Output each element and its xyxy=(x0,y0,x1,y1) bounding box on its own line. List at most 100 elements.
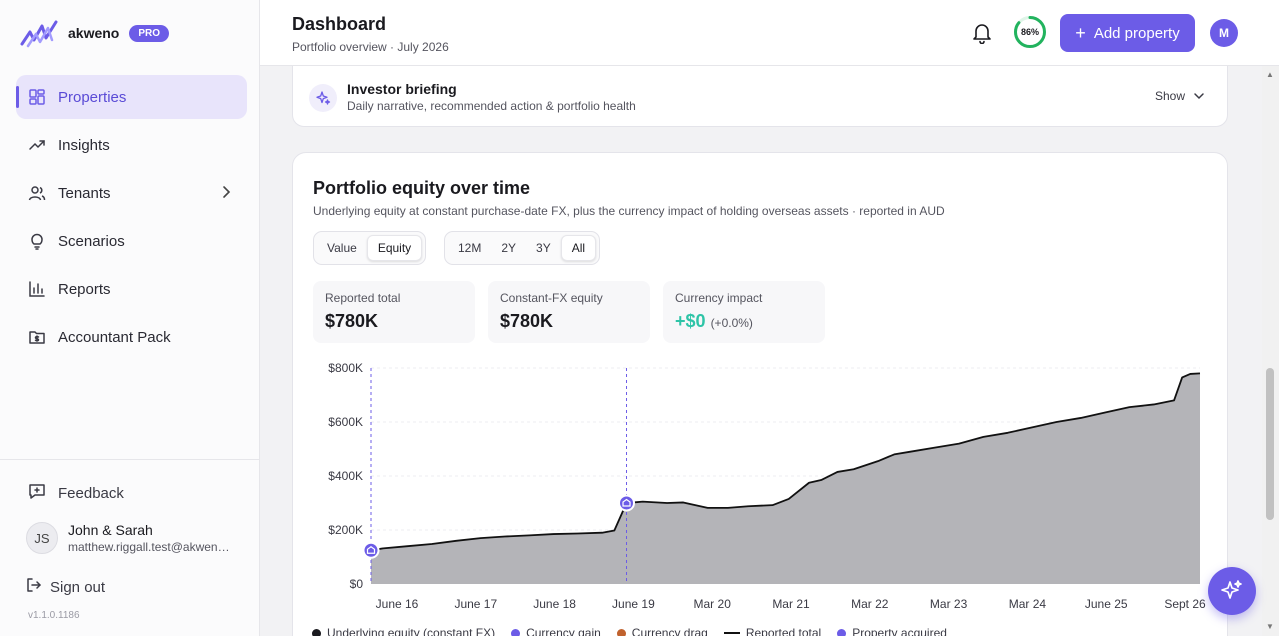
currency-impact-value: +$0 xyxy=(675,311,706,331)
legend-item[interactable]: Reported total xyxy=(723,626,822,636)
portfolio-health-score[interactable]: 86% xyxy=(1013,15,1047,49)
briefing-title: Investor briefing xyxy=(347,81,457,97)
x-tick-label: Mar 24 xyxy=(1009,597,1047,611)
score-value: 86% xyxy=(1020,27,1039,37)
chart-title: Portfolio equity over time xyxy=(313,178,531,198)
legend-item[interactable]: Currency drag xyxy=(616,626,708,636)
x-tick-label: Mar 21 xyxy=(772,597,810,611)
add-property-label: Add property xyxy=(1093,24,1180,42)
main-scrollbar[interactable]: ▲ ▼ xyxy=(1262,66,1279,636)
legend-dot xyxy=(511,628,521,636)
stat-value: +$0 (+0.0%) xyxy=(675,311,813,332)
show-label: Show xyxy=(1154,89,1185,103)
add-property-button[interactable]: + Add property xyxy=(1060,14,1195,52)
user-avatar[interactable]: M xyxy=(1210,19,1238,47)
legend-label: Currency gain xyxy=(526,626,601,636)
home-icon xyxy=(622,498,631,507)
x-tick-label: June 16 xyxy=(376,597,419,611)
range-2y[interactable]: 2Y xyxy=(501,241,517,255)
legend-item[interactable]: Currency gain xyxy=(511,626,601,636)
briefing-show-toggle[interactable]: Show xyxy=(1155,89,1205,103)
stat-value: $780K xyxy=(325,311,379,331)
legend-label: Currency drag xyxy=(631,626,708,636)
chart-legend: Underlying equity (constant FX) Currency… xyxy=(312,626,963,636)
x-tick-label: Mar 23 xyxy=(930,597,968,611)
scroll-up-arrow-icon[interactable]: ▲ xyxy=(1266,70,1274,79)
sidebar-item-accountant-pack[interactable]: Accountant Pack xyxy=(16,315,247,359)
y-tick-label: $600K xyxy=(328,415,363,429)
avatar: JS xyxy=(26,522,58,554)
bar-chart-icon xyxy=(28,280,46,298)
scroll-thumb[interactable] xyxy=(1266,368,1274,520)
bell-icon[interactable] xyxy=(972,22,992,49)
sidebar-item-reports[interactable]: Reports xyxy=(16,267,247,311)
x-tick-label: June 19 xyxy=(612,597,655,611)
legend-item[interactable]: Property acquired xyxy=(837,626,947,636)
x-tick-label: Mar 20 xyxy=(694,597,732,611)
legend-dot xyxy=(837,628,847,636)
brand-name: akweno xyxy=(68,25,120,41)
legend-dot xyxy=(312,628,321,636)
legend-label: Property acquired xyxy=(852,626,947,636)
brand-logo-icon xyxy=(20,20,58,48)
page-title: Dashboard xyxy=(292,14,387,34)
chart-subtitle: Underlying equity at constant purchase-d… xyxy=(313,204,945,218)
page-subtitle: Portfolio overview · July 2026 xyxy=(292,40,449,54)
range-12m[interactable]: 12M xyxy=(458,241,482,255)
top-header: Dashboard Portfolio overview · July 2026… xyxy=(260,0,1279,66)
property-acquired-marker xyxy=(618,494,636,512)
sign-out-button[interactable]: Sign out xyxy=(26,577,105,598)
user-name: John & Sarah xyxy=(68,522,153,538)
sidebar-item-label: Scenarios xyxy=(58,232,125,250)
sparkles-icon xyxy=(1221,580,1242,599)
investor-briefing-card: Investor briefing Daily narrative, recom… xyxy=(292,66,1228,127)
legend-item[interactable]: Underlying equity (constant FX) xyxy=(312,626,495,636)
x-tick-label: Sept 26 xyxy=(1164,597,1206,611)
lightbulb-icon xyxy=(28,232,46,250)
brand[interactable]: akweno PRO xyxy=(20,18,170,48)
home-icon xyxy=(366,546,376,554)
sidebar-nav: Properties Insights Tenants xyxy=(16,75,247,363)
sidebar-item-tenants[interactable]: Tenants xyxy=(16,171,247,215)
sidebar-item-properties[interactable]: Properties xyxy=(16,75,247,119)
legend-label: Reported total xyxy=(745,626,822,636)
ai-assistant-button[interactable] xyxy=(1208,567,1256,615)
property-acquired-marker xyxy=(362,541,380,559)
stat-value: $780K xyxy=(500,311,554,331)
legend-label: Underlying equity (constant FX) xyxy=(327,626,496,636)
currency-impact-pct: (+0.0%) xyxy=(710,316,753,330)
stat-label: Currency impact xyxy=(675,291,763,305)
view-toggle-equity[interactable]: Equity xyxy=(366,235,423,261)
y-tick-label: $0 xyxy=(350,577,364,591)
x-tick-label: June 25 xyxy=(1085,597,1128,611)
stat-label: Reported total xyxy=(325,291,401,305)
y-tick-label: $400K xyxy=(328,469,363,483)
feedback-icon xyxy=(28,482,46,505)
range-all[interactable]: All xyxy=(560,235,597,261)
sidebar-item-insights[interactable]: Insights xyxy=(16,123,247,167)
user-profile[interactable]: JS John & Sarah matthew.riggall.test@akw… xyxy=(26,522,233,554)
stat-label: Constant-FX equity xyxy=(500,291,603,305)
stat-constant-fx-equity: Constant-FX equity $780K xyxy=(488,281,650,343)
view-toggle-value[interactable]: Value xyxy=(327,241,357,255)
sidebar-item-scenarios[interactable]: Scenarios xyxy=(16,219,247,263)
range-3y[interactable]: 3Y xyxy=(536,241,551,255)
range-toggle: 12M 2Y 3Y All xyxy=(444,231,601,265)
reported-total-line xyxy=(370,372,1201,552)
sidebar-item-label: Reports xyxy=(58,280,111,298)
sign-out-label: Sign out xyxy=(50,579,106,596)
sidebar: akweno PRO Properties Insights xyxy=(0,0,260,636)
grid-icon xyxy=(28,88,46,106)
users-icon xyxy=(28,184,46,202)
x-tick-label: June 17 xyxy=(454,597,497,611)
feedback-button[interactable]: Feedback xyxy=(28,482,124,505)
plus-icon: + xyxy=(1075,22,1086,43)
legend-line xyxy=(723,632,740,634)
equity-area xyxy=(371,373,1200,584)
scroll-down-arrow-icon[interactable]: ▼ xyxy=(1266,622,1274,631)
legend-dot xyxy=(616,628,626,636)
sidebar-item-label: Properties xyxy=(58,88,127,106)
briefing-subtitle: Daily narrative, recommended action & po… xyxy=(347,99,636,113)
sidebar-item-label: Insights xyxy=(58,136,110,154)
